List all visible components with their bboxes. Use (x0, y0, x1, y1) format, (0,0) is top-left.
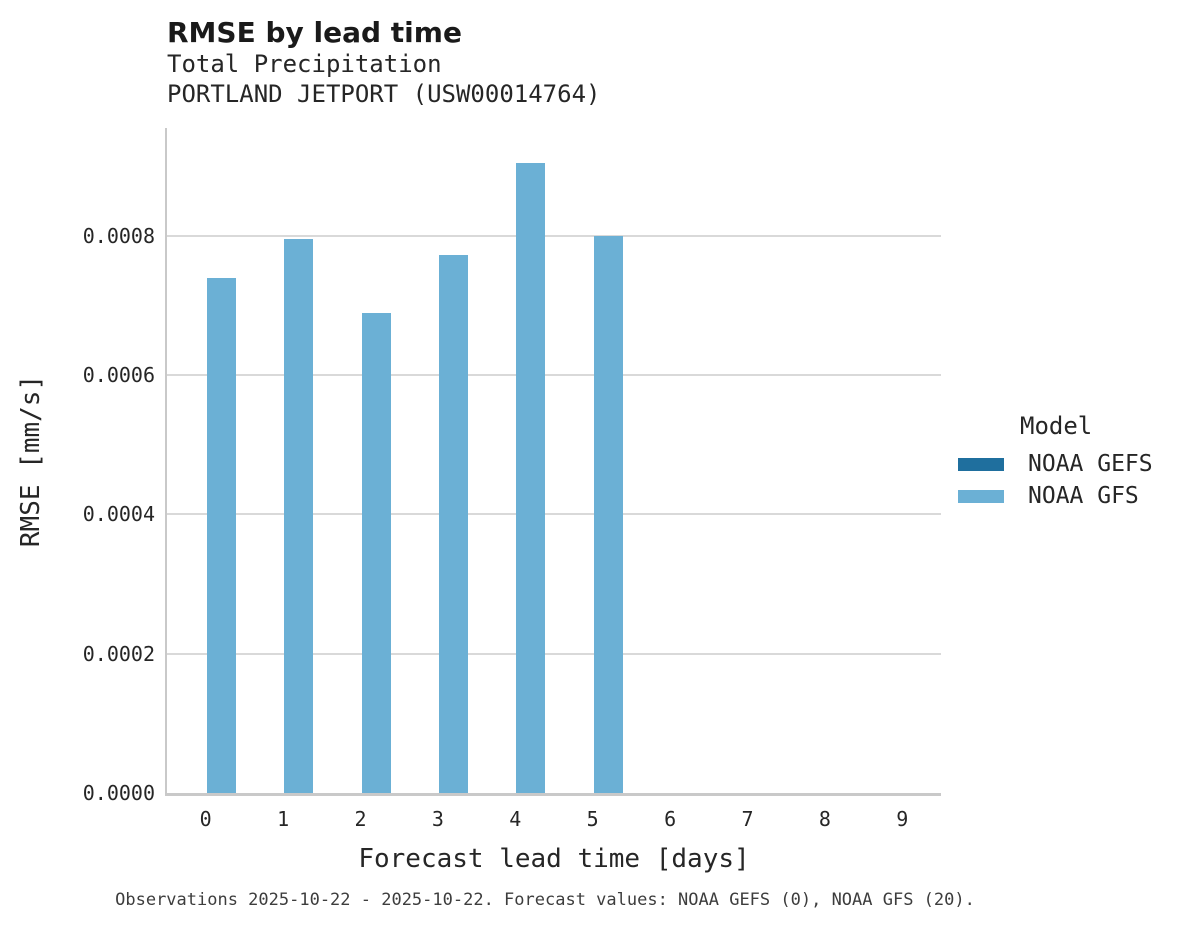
legend-label-noaa-gfs: NOAA GFS (1028, 483, 1139, 509)
y-tick-label: 0.0008 (82, 223, 155, 248)
chart-subtitle-variable: Total Precipitation (167, 50, 442, 78)
bar-noaa-gfs-day-5 (593, 235, 623, 793)
x-tick-label: 3 (431, 807, 444, 831)
bar-noaa-gfs-day-1 (284, 239, 314, 793)
x-tick-label: 4 (509, 807, 522, 831)
y-tick-label: 0.0000 (82, 781, 155, 805)
bar-noaa-gfs-day-3 (438, 255, 468, 793)
footer-caption: Observations 2025-10-22 - 2025-10-22. Fo… (115, 890, 975, 910)
gridline-y-0.0006 (167, 374, 941, 377)
gridline-y-0.0004 (167, 513, 941, 516)
y-tick-label: 0.0004 (82, 502, 155, 527)
x-axis-title: Forecast lead time [days] (358, 844, 750, 874)
x-tick-label: 8 (818, 807, 831, 831)
legend-title: Model (1020, 412, 1093, 440)
x-tick-label: 5 (586, 807, 599, 831)
x-tick-label: 1 (277, 807, 290, 831)
bar-noaa-gfs-day-0 (206, 277, 236, 793)
legend-entry-noaa-gefs: NOAA GEFS (958, 448, 1173, 480)
x-tick-label: 6 (664, 807, 677, 831)
x-tick-label: 9 (896, 807, 909, 831)
bar-noaa-gfs-day-4 (516, 162, 546, 793)
plot-area (165, 128, 941, 796)
x-tick-label: 7 (741, 807, 754, 831)
legend: Model NOAA GEFS NOAA GFS (958, 412, 1173, 512)
x-tick-label: 0 (199, 807, 212, 831)
gridline-y-0.0002 (167, 652, 941, 655)
y-tick-label: 0.0002 (82, 641, 155, 666)
chart-title: RMSE by lead time (167, 16, 462, 49)
bar-noaa-gfs-day-2 (361, 312, 391, 793)
chart-subtitle-station: PORTLAND JETPORT (USW00014764) (167, 80, 601, 108)
legend-label-noaa-gefs: NOAA GEFS (1028, 451, 1153, 477)
x-tick-label: 2 (354, 807, 367, 831)
y-tick-label: 0.0006 (82, 363, 155, 388)
legend-entry-noaa-gfs: NOAA GFS (958, 480, 1173, 512)
gridline-y-0.0008 (167, 234, 941, 237)
legend-swatch-noaa-gfs-icon (958, 489, 1004, 503)
legend-swatch-noaa-gefs-icon (958, 457, 1004, 471)
